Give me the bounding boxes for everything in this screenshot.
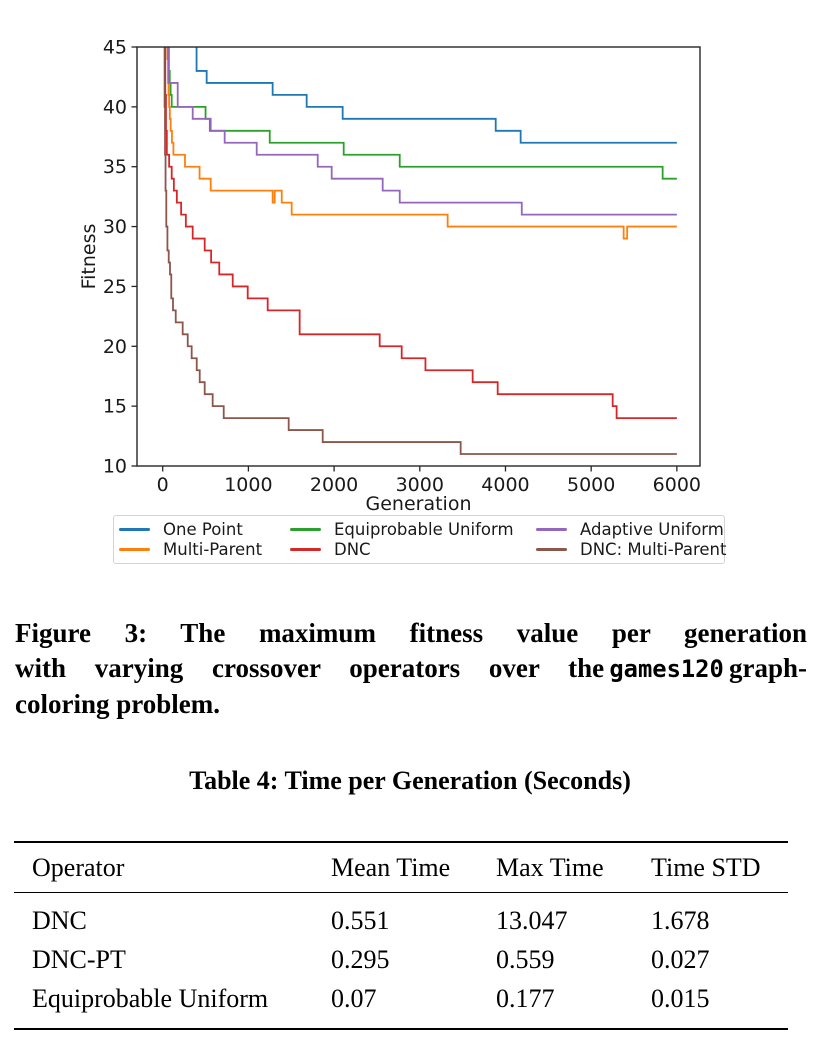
caption-line-2-text: with varying crossover operators over th… xyxy=(15,653,605,683)
y-tick-label: 15 xyxy=(103,396,127,418)
table-cell: DNC-PT xyxy=(32,944,126,974)
caption-code-games120: games120 xyxy=(609,655,724,683)
legend-swatch xyxy=(536,548,567,552)
caption-line-3: coloring problem. xyxy=(15,689,220,719)
y-tick-label: 40 xyxy=(103,96,127,118)
series-line-multi-parent xyxy=(166,47,677,240)
legend-swatch xyxy=(290,527,321,531)
table-header-cell: Mean Time xyxy=(331,852,451,882)
table-cell: 1.678 xyxy=(651,905,710,935)
legend-item: Adaptive Uniform xyxy=(536,519,726,539)
series-line-adaptive-uniform xyxy=(167,47,677,216)
y-tick-label: 45 xyxy=(103,37,127,59)
plot-frame xyxy=(136,46,701,467)
caption-line-1: Figure 3: The maximum fitness value per … xyxy=(15,618,807,648)
series-line-dnc-multi-parent xyxy=(163,47,677,455)
legend-label: Equiprobable Uniform xyxy=(334,519,514,539)
fitness-chart-svg: 10 15 20 25 30 35 40 45 0 1000 2000 3000 4000 5000 600… xyxy=(78,37,701,516)
y-tick-label: 20 xyxy=(103,336,127,358)
table-cell: DNC xyxy=(32,905,87,935)
legend-label: Multi-Parent xyxy=(163,540,263,560)
caption-line-2-tail: graph- xyxy=(728,653,807,683)
table-cell: 0.027 xyxy=(651,944,710,974)
x-tick-label: 6000 xyxy=(653,474,701,496)
legend-item: Equiprobable Uniform xyxy=(290,519,536,539)
y-tick-label: 35 xyxy=(103,156,127,178)
x-tick-label: 3000 xyxy=(396,474,444,496)
series-line-equiprobable-uniform xyxy=(167,47,677,180)
figure-caption: Figure 3: The maximum fitness value per … xyxy=(15,616,807,722)
x-axis-label: Generation xyxy=(366,493,472,512)
table-cell: 0.551 xyxy=(331,905,390,935)
x-tick-label: 4000 xyxy=(481,474,529,496)
y-tick-label: 30 xyxy=(103,216,127,238)
table-cell: 0.015 xyxy=(651,983,710,1013)
legend-swatch xyxy=(119,527,150,531)
legend-label: One Point xyxy=(163,519,243,539)
chart-legend: One Point Multi-Parent Equiprobable Unifor… xyxy=(113,515,726,564)
table-cell: 0.559 xyxy=(496,944,555,974)
caption-line-2: with varying crossover operators over th… xyxy=(15,651,807,687)
legend-item: One Point xyxy=(119,519,290,539)
series-line-dnc xyxy=(164,47,677,420)
legend-swatch xyxy=(119,548,150,552)
table-row: Equiprobable Uniform 0.07 0.177 0.015 xyxy=(14,979,788,1029)
operators-table: Operator Mean Time Max Time Time STD DNC 0.5… xyxy=(14,841,788,1030)
x-tick-label: 1000 xyxy=(224,474,272,496)
legend-item: DNC: Multi-Parent xyxy=(536,540,726,560)
y-tick-label: 10 xyxy=(103,456,127,478)
table-title: Table 4: Time per Generation (Seconds) xyxy=(189,766,631,795)
table-row: DNC 0.551 13.047 1.678 xyxy=(14,893,788,941)
table-cell: 0.07 xyxy=(331,983,377,1013)
x-tick-label: 5000 xyxy=(567,474,615,496)
x-tick-label: 2000 xyxy=(310,474,358,496)
table-header-cell: Max Time xyxy=(496,852,604,882)
legend-swatch xyxy=(290,548,321,552)
legend-label: Adaptive Uniform xyxy=(580,519,724,539)
table-header: Operator Mean Time Max Time Time STD xyxy=(14,842,788,893)
series-line-one-point xyxy=(195,47,677,144)
table-cell: 13.047 xyxy=(496,905,568,935)
legend-item: DNC xyxy=(290,540,536,560)
table-header-cell: Time STD xyxy=(651,852,761,882)
legend-label: DNC: Multi-Parent xyxy=(580,540,727,560)
table-cell: Equiprobable Uniform xyxy=(32,983,269,1013)
table-row: DNC-PT 0.295 0.559 0.027 xyxy=(14,940,788,979)
table-header-cell: Operator xyxy=(32,852,125,882)
legend-item: Multi-Parent xyxy=(119,540,290,560)
legend-label: DNC xyxy=(334,540,371,560)
fitness-chart: 10 15 20 25 30 35 40 45 0 1000 2000 3000 4000 5000 600… xyxy=(0,0,820,516)
table-cell: 0.295 xyxy=(331,944,390,974)
y-tick-label: 25 xyxy=(103,276,127,298)
y-axis-label: Fitness xyxy=(78,224,100,290)
legend-swatch xyxy=(536,527,567,531)
x-tick-label: 0 xyxy=(157,474,169,496)
table-cell: 0.177 xyxy=(496,983,555,1013)
